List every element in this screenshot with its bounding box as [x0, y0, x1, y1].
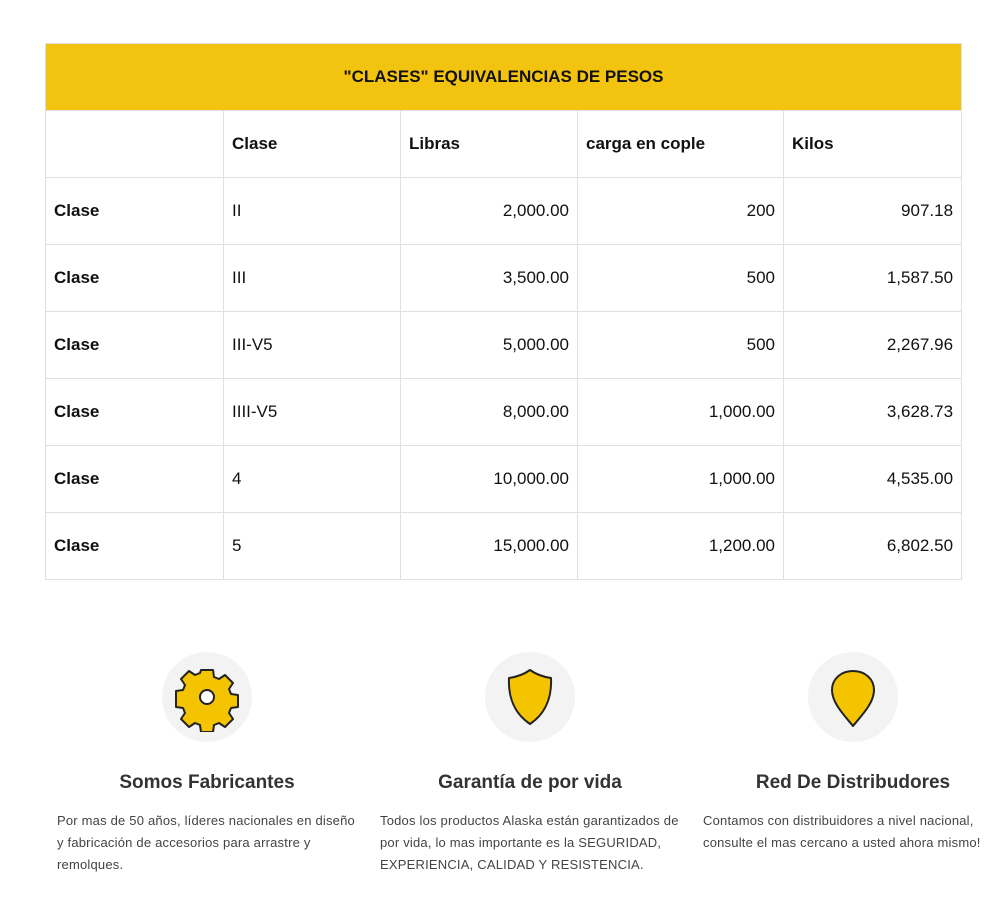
- table-cell: 3,628.73: [782, 378, 963, 446]
- table-cell: Clase: [45, 378, 224, 446]
- table-cell: 1,200.00: [577, 512, 784, 580]
- feature-title: Somos Fabricantes: [119, 772, 295, 793]
- table-cell: 2,000.00: [400, 177, 578, 245]
- header-cell: Libras: [400, 110, 578, 178]
- weights-table: "CLASES" EQUIVALENCIAS DE PESOS Clase Li…: [44, 43, 963, 580]
- table-header-row: Clase Libras carga en cople Kilos: [45, 110, 963, 178]
- gear-icon: [162, 652, 252, 742]
- header-cell: carga en cople: [577, 110, 784, 178]
- table-cell: Clase: [45, 177, 224, 245]
- table-cell: 5,000.00: [400, 311, 578, 379]
- table-cell: 907.18: [782, 177, 963, 245]
- table-row: Clase III 3,500.00 500 1,587.50: [45, 244, 963, 312]
- table-row: Clase 4 10,000.00 1,000.00 4,535.00: [45, 445, 963, 513]
- table-row: Clase 5 15,000.00 1,200.00 6,802.50: [45, 512, 963, 580]
- table-cell: II: [223, 177, 401, 245]
- header-cell: Clase: [223, 110, 401, 178]
- feature-text: Contamos con distribuidores a nivel naci…: [703, 813, 981, 850]
- table-cell: 10,000.00: [400, 445, 578, 513]
- table-cell: 2,267.96: [782, 311, 963, 379]
- table-cell: 500: [577, 311, 784, 379]
- table-cell: 15,000.00: [400, 512, 578, 580]
- table-cell: IIII-V5: [223, 378, 401, 446]
- feature-distribuidores: Red De Distribudores Contamos con distri…: [703, 652, 1003, 854]
- table-row: Clase II 2,000.00 200 907.18: [45, 177, 963, 245]
- map-pin-icon: [808, 652, 898, 742]
- table-cell: III-V5: [223, 311, 401, 379]
- table-cell: 6,802.50: [782, 512, 963, 580]
- table-cell: 500: [577, 244, 784, 312]
- table-row: Clase III-V5 5,000.00 500 2,267.96: [45, 311, 963, 379]
- table-cell: 4: [223, 445, 401, 513]
- shield-icon: [485, 652, 575, 742]
- table-title: "CLASES" EQUIVALENCIAS DE PESOS: [44, 43, 963, 111]
- table-cell: 8,000.00: [400, 378, 578, 446]
- feature-text: Por mas de 50 años, líderes nacionales e…: [57, 813, 355, 872]
- table-cell: III: [223, 244, 401, 312]
- table-row: Clase IIII-V5 8,000.00 1,000.00 3,628.73: [45, 378, 963, 446]
- table-cell: 3,500.00: [400, 244, 578, 312]
- feature-title: Red De Distribudores: [755, 772, 951, 793]
- feature-garantia: Garantía de por vida Todos los productos…: [380, 652, 680, 876]
- table-cell: 1,000.00: [577, 445, 784, 513]
- table-cell: 4,535.00: [782, 445, 963, 513]
- table-cell: Clase: [45, 311, 224, 379]
- table-cell: Clase: [45, 244, 224, 312]
- feature-title: Garantía de por vida: [438, 772, 622, 793]
- header-cell: [45, 110, 224, 178]
- header-cell: Kilos: [782, 110, 963, 178]
- table-cell: 1,587.50: [782, 244, 963, 312]
- feature-fabricantes: Somos Fabricantes Por mas de 50 años, lí…: [57, 652, 357, 876]
- table-cell: 5: [223, 512, 401, 580]
- table-cell: 1,000.00: [577, 378, 784, 446]
- table-cell: 200: [577, 177, 784, 245]
- table-cell: Clase: [45, 445, 224, 513]
- table-cell: Clase: [45, 512, 224, 580]
- feature-text: Todos los productos Alaska están garanti…: [380, 813, 679, 872]
